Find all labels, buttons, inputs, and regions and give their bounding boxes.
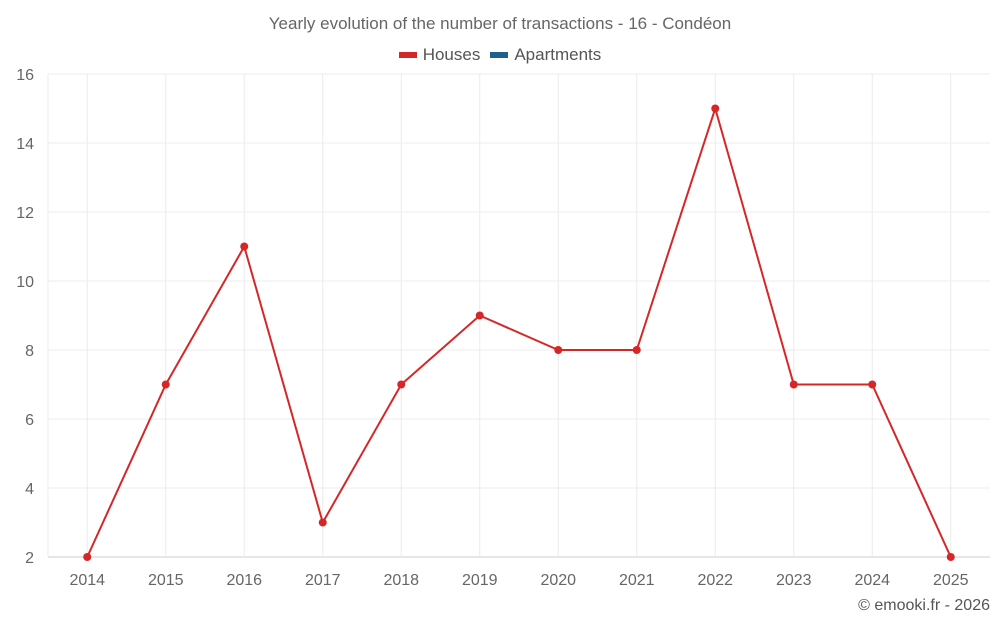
legend-label-houses: Houses xyxy=(422,45,481,64)
legend: Houses Apartments xyxy=(0,45,1000,65)
data-point-houses-2023[interactable] xyxy=(789,380,798,389)
x-tick-label: 2025 xyxy=(933,572,969,589)
series-line-houses xyxy=(86,105,952,558)
data-point-houses-2014[interactable] xyxy=(83,553,92,561)
x-tick-label: 2015 xyxy=(148,572,184,589)
y-tick-label: 16 xyxy=(16,67,34,84)
data-point-houses-2016[interactable] xyxy=(240,242,249,251)
x-tick-label: 2023 xyxy=(776,572,812,589)
data-point-houses-2018[interactable] xyxy=(397,380,406,389)
x-tick-label: 2014 xyxy=(69,572,105,589)
series-houses xyxy=(83,104,955,561)
x-tick-label: 2020 xyxy=(540,572,576,589)
x-axis: 2014 2015 2016 2017 2018 2019 2020 2021 2022 2023… xyxy=(69,572,968,589)
legend-item-apartments[interactable]: Apartments xyxy=(490,45,601,65)
data-point-houses-2021[interactable] xyxy=(632,346,641,354)
y-tick-label: 10 xyxy=(16,274,34,291)
x-tick-label: 2016 xyxy=(226,572,262,589)
data-point-houses-2025[interactable] xyxy=(946,553,955,561)
legend-label-apartments: Apartments xyxy=(514,45,602,64)
data-point-houses-2019[interactable] xyxy=(475,311,484,320)
y-axis: 2 4 6 8 10 12 14 16 xyxy=(16,67,34,567)
x-tick-label: 2019 xyxy=(462,572,498,589)
y-tick-label: 12 xyxy=(16,205,34,222)
legend-swatch-houses xyxy=(398,52,417,58)
data-point-houses-2015[interactable] xyxy=(161,380,170,389)
credit: © emooki.fr - 2026 xyxy=(858,597,990,614)
y-tick-label: 2 xyxy=(25,550,34,567)
x-tick-label: 2024 xyxy=(854,572,890,589)
data-point-houses-2017[interactable] xyxy=(318,518,327,527)
data-point-houses-2020[interactable] xyxy=(554,346,563,354)
chart-title: Yearly evolution of the number of transa… xyxy=(268,14,732,33)
grid xyxy=(47,73,990,558)
x-tick-label: 2022 xyxy=(697,572,733,589)
y-tick-label: 6 xyxy=(25,412,34,429)
data-point-houses-2024[interactable] xyxy=(868,380,877,389)
y-tick-label: 4 xyxy=(25,481,34,498)
y-tick-label: 14 xyxy=(16,136,34,153)
y-tick-label: 8 xyxy=(25,343,34,360)
legend-item-houses[interactable]: Houses xyxy=(398,45,481,65)
x-tick-label: 2021 xyxy=(619,572,655,589)
data-point-houses-2022[interactable] xyxy=(711,104,720,113)
legend-swatch-apartments xyxy=(490,52,509,58)
x-tick-label: 2017 xyxy=(305,572,341,589)
x-tick-label: 2018 xyxy=(383,572,419,589)
